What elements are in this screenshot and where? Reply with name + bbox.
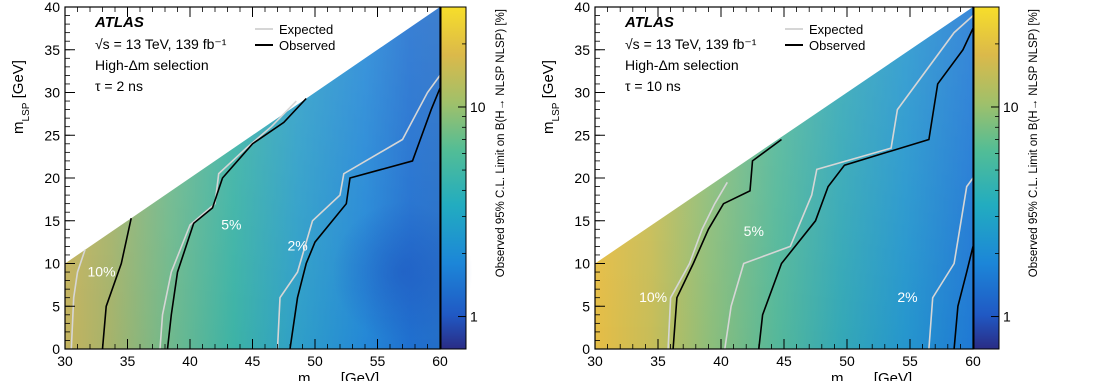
y-tick-label: 30 (44, 85, 60, 101)
x-tick-label: 45 (245, 353, 261, 369)
observed-contour-1 (758, 28, 974, 350)
x-tick-label: 35 (650, 353, 666, 369)
y-tick-label: 0 (582, 341, 590, 357)
x-tick-label: 30 (57, 353, 73, 369)
expected-contour-1 (159, 100, 297, 350)
x-tick-label: 40 (182, 353, 198, 369)
x-tick-label: 60 (432, 353, 448, 369)
colorbar-tick-label: 10 (1003, 99, 1019, 115)
y-axis-title: mLSP [GeV] (540, 60, 562, 134)
contour-label-0: 10% (88, 263, 116, 279)
expected-contour-2 (276, 74, 441, 350)
colorbar-tick-label: 1 (470, 309, 478, 325)
expected-contour-0 (667, 181, 728, 350)
y-tick-label: 40 (574, 0, 590, 15)
energy-label: √s = 13 TeV, 139 fb⁻¹ (95, 36, 227, 52)
expected-contour-2 (928, 177, 974, 350)
observed-contour-0 (672, 138, 782, 350)
contour-label-2: 2% (897, 289, 917, 305)
lifetime-label: τ = 10 ns (625, 78, 681, 94)
y-tick-label: 5 (582, 298, 590, 314)
colorbar: 1 10 Observed 95% C.L. Limit on B(H→ NLSP … (973, 6, 1040, 350)
colorbar: 1 10 Observed 95% C.L. Limit on B(H→ NLSP … (440, 6, 507, 350)
panel-right: 10% 5% 2% 30 35 40 45 50 55 60 0 5 10 15 20 25 30 35 40 mNL… (540, 0, 1040, 381)
y-tick-label: 30 (574, 85, 590, 101)
x-tick-label: 50 (839, 353, 855, 369)
expected-contour-0 (70, 249, 86, 350)
y-tick-label: 5 (52, 298, 60, 314)
atlas-label: ATLAS (624, 14, 674, 31)
y-tick-label: 25 (574, 127, 590, 143)
x-tick-label: 40 (713, 353, 729, 369)
y-tick-label: 15 (44, 213, 60, 229)
x-axis-title: mNLSP [GeV] (831, 370, 912, 381)
panel-left: 10% 5% 2% 30 35 40 45 50 55 60 0 5 10 15 20 25 30 35 40 mNL… (10, 0, 507, 381)
contour-label-1: 5% (744, 223, 764, 239)
selection-label: High-Δm selection (625, 57, 739, 73)
y-tick-label: 40 (44, 0, 60, 15)
y-tick-label: 35 (44, 42, 60, 58)
colorbar-tick-label: 1 (1003, 309, 1011, 325)
y-tick-label: 0 (52, 341, 60, 357)
contour-label-1: 5% (221, 216, 241, 232)
x-tick-label: 50 (307, 353, 323, 369)
legend-expected-label: Expected (809, 22, 863, 37)
observed-contour-2 (953, 246, 974, 350)
expected-contour-1 (724, 15, 974, 350)
observed-contour-0 (101, 218, 132, 350)
y-axis: 0 5 10 15 20 25 30 35 40 (44, 0, 75, 357)
colorbar-gradient (440, 6, 467, 350)
contour-label-2: 2% (288, 238, 308, 254)
y-tick-label: 35 (574, 42, 590, 58)
x-axis-title: mNLSP [GeV] (298, 370, 379, 381)
colorbar-title: Observed 95% C.L. Limit on B(H→ NLSP NLS… (1028, 9, 1040, 277)
legend-observed-label: Observed (809, 38, 865, 53)
y-tick-label: 20 (574, 170, 590, 186)
y-axis: 0 5 10 15 20 25 30 35 40 (574, 0, 605, 357)
x-axis: 30 35 40 45 50 55 60 (587, 7, 981, 369)
contour-label-0: 10% (639, 289, 667, 305)
x-tick-label: 55 (902, 353, 918, 369)
x-tick-label: 55 (370, 353, 386, 369)
y-tick-label: 10 (574, 256, 590, 272)
colorbar-gradient (973, 6, 1000, 350)
colorbar-title: Observed 95% C.L. Limit on B(H→ NLSP NLS… (495, 9, 507, 277)
x-tick-label: 30 (587, 353, 603, 369)
energy-label: √s = 13 TeV, 139 fb⁻¹ (625, 36, 757, 52)
selection-label: High-Δm selection (95, 57, 209, 73)
y-tick-label: 25 (44, 127, 60, 143)
legend-expected-label: Expected (279, 22, 333, 37)
x-tick-label: 35 (120, 353, 136, 369)
observed-contour-2 (289, 87, 441, 350)
y-tick-label: 20 (44, 170, 60, 186)
heatmap-minimum-region (332, 202, 473, 343)
observed-contour-1 (166, 97, 307, 350)
y-tick-label: 10 (44, 256, 60, 272)
x-tick-label: 45 (776, 353, 792, 369)
legend-observed-label: Observed (279, 38, 335, 53)
y-axis-title: mLSP [GeV] (10, 60, 32, 134)
colorbar-tick-label: 10 (470, 99, 486, 115)
atlas-label: ATLAS (94, 14, 144, 31)
lifetime-label: τ = 2 ns (95, 78, 143, 94)
x-tick-label: 60 (965, 353, 981, 369)
y-tick-label: 15 (574, 213, 590, 229)
